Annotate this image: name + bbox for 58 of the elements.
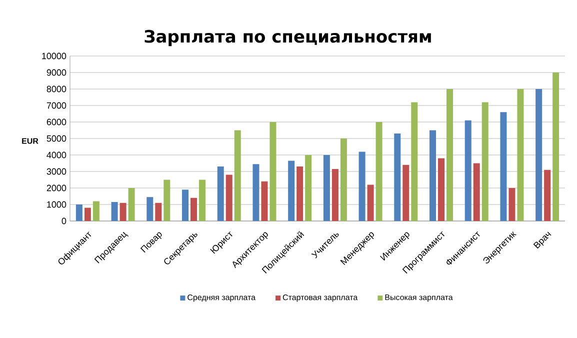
bar bbox=[482, 102, 488, 221]
bar bbox=[411, 102, 418, 221]
bar bbox=[182, 190, 189, 221]
legend-label: Высокая зарплата bbox=[385, 294, 453, 302]
y-tick-label: 1000 bbox=[47, 201, 66, 208]
y-tick-label: 3000 bbox=[46, 168, 66, 175]
y-tick-label: 9000 bbox=[46, 69, 66, 76]
bar bbox=[438, 158, 445, 221]
bar bbox=[92, 201, 100, 221]
bar bbox=[500, 112, 507, 221]
bar bbox=[270, 122, 276, 221]
bar bbox=[473, 163, 480, 221]
bar bbox=[120, 202, 126, 221]
legend-label: Средняя зарплата bbox=[188, 294, 256, 302]
bar bbox=[332, 169, 338, 221]
y-tick-label: 0 bbox=[62, 218, 66, 224]
bar bbox=[234, 130, 241, 221]
bar bbox=[155, 202, 162, 221]
bar bbox=[199, 180, 206, 221]
y-tick-label: 2000 bbox=[46, 184, 66, 192]
chart-title: Зарплата по специальностям bbox=[144, 30, 431, 46]
bar bbox=[261, 181, 268, 221]
bar bbox=[340, 138, 347, 221]
bar bbox=[288, 160, 295, 221]
bar bbox=[128, 188, 135, 221]
bar bbox=[446, 89, 454, 221]
bar bbox=[517, 89, 524, 221]
bar bbox=[296, 166, 304, 221]
y-tick-label: 6000 bbox=[46, 118, 66, 126]
bar bbox=[111, 202, 118, 221]
bar bbox=[552, 72, 560, 221]
bar bbox=[367, 184, 374, 221]
bar bbox=[544, 170, 551, 221]
bar bbox=[376, 122, 382, 221]
bar bbox=[508, 188, 516, 221]
y-tick-label: 10000 bbox=[42, 52, 66, 60]
y-tick-label: 7000 bbox=[46, 102, 66, 109]
bar bbox=[217, 166, 224, 221]
bar bbox=[76, 204, 82, 221]
bar bbox=[252, 164, 260, 221]
y-tick-label: 8000 bbox=[46, 86, 66, 92]
bar bbox=[164, 180, 170, 221]
bar bbox=[190, 198, 198, 221]
bar bbox=[84, 208, 91, 221]
bar bbox=[394, 134, 401, 221]
y-tick-label: 4000 bbox=[46, 152, 66, 158]
bar bbox=[402, 164, 410, 221]
y-tick-label: 5000 bbox=[46, 135, 66, 142]
y-axis-title: EUR bbox=[22, 138, 38, 144]
bar bbox=[358, 152, 366, 221]
bar bbox=[430, 130, 436, 221]
bar bbox=[226, 174, 232, 221]
bar bbox=[536, 89, 542, 221]
bar bbox=[323, 155, 330, 221]
bar bbox=[305, 155, 312, 221]
bar bbox=[146, 197, 154, 221]
bar bbox=[464, 120, 472, 221]
legend-label: Стартовая зарплата bbox=[282, 294, 358, 302]
